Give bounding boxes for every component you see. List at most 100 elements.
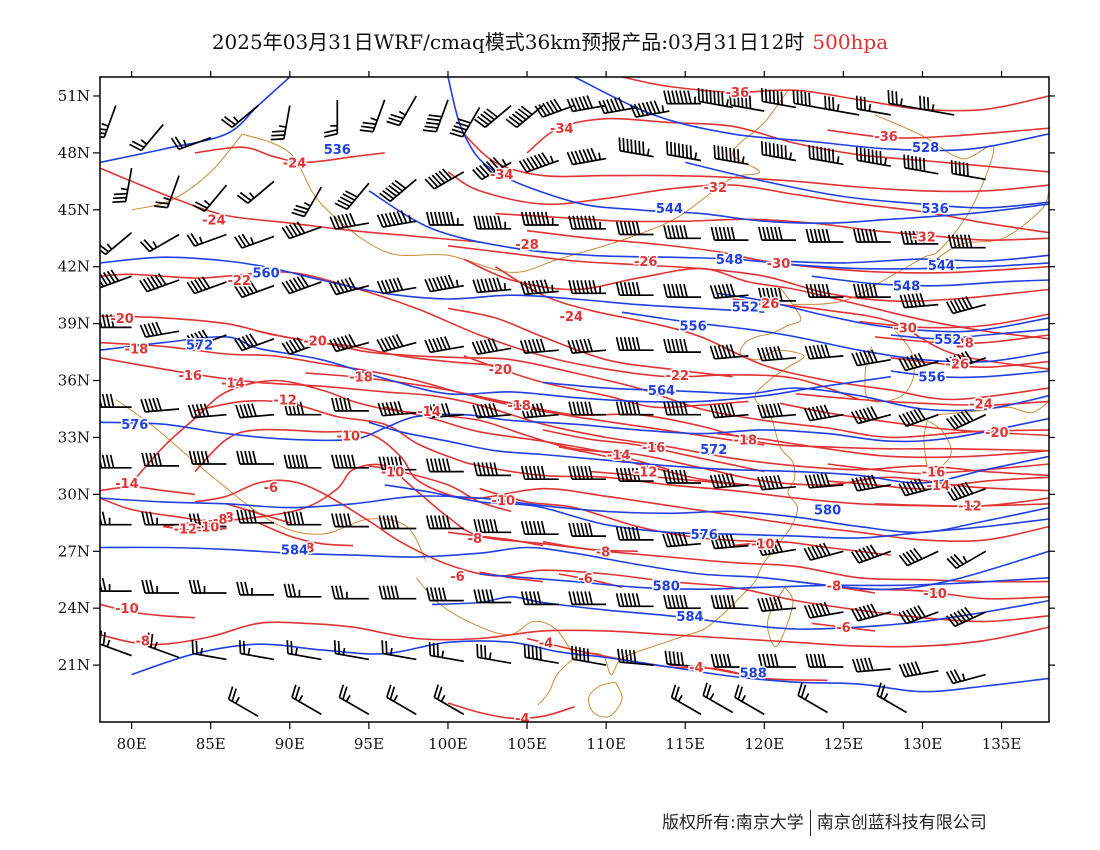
lat-tick-label: 51N: [58, 87, 90, 105]
temperature-contour-line: [479, 487, 765, 543]
temperature-contour-label: -6: [264, 481, 278, 496]
wind-barb: [376, 210, 417, 228]
height-contour-label: 576: [121, 418, 148, 433]
lat-tick-label: 30N: [58, 485, 90, 503]
wind-barb: [378, 585, 417, 600]
wind-barb: [710, 595, 749, 610]
wind-barb: [424, 168, 465, 190]
temperature-contour-label: -28: [515, 238, 539, 253]
temperature-contour-label: -12: [174, 523, 198, 538]
temperature-contour-line: [447, 702, 575, 720]
height-contour-label: 560: [253, 266, 280, 281]
wind-barb: [824, 95, 860, 116]
wind-barb: [702, 682, 734, 714]
map-frame: [99, 76, 1050, 723]
temperature-contour-label: -14: [115, 477, 139, 492]
temperature-contour-label: -18: [507, 399, 531, 414]
temperature-contour-label: -12: [273, 394, 297, 409]
lon-tick-label: 135E: [982, 735, 1022, 753]
temperature-contour-line: [621, 77, 1049, 112]
height-contour-label: 536: [922, 202, 949, 217]
wind-barb: [568, 466, 607, 481]
temperature-contour-line: [194, 146, 385, 164]
wind-barb: [850, 603, 892, 622]
wind-barb: [170, 136, 211, 151]
temperature-contour-line: [874, 503, 1049, 507]
height-contour-label: 572: [186, 339, 213, 354]
wind-barb: [898, 661, 939, 678]
temperature-contour-label: -28: [950, 337, 974, 352]
height-contour-line: [100, 546, 1049, 591]
wind-barb: [186, 276, 227, 295]
temperature-contour-label: -8: [219, 511, 233, 526]
temperature-contour-line: [811, 622, 876, 632]
height-contour-label: 564: [648, 384, 675, 399]
height-contour-line: [131, 640, 1049, 693]
wind-barb: [697, 88, 733, 109]
lon-tick-label: 130E: [903, 735, 943, 753]
wind-barb: [334, 182, 370, 211]
coastline-segment: [766, 587, 794, 648]
wind-barb: [945, 481, 986, 502]
temperature-contour-line: [463, 133, 1049, 193]
wind-barb: [381, 640, 417, 661]
temperature-contour-label: -14: [417, 405, 441, 420]
temperature-contour-label: -18: [734, 433, 758, 448]
wind-barb: [663, 225, 701, 240]
temperature-contour-line: [590, 470, 765, 488]
wind-barb: [663, 338, 701, 353]
height-contour-line: [368, 190, 1049, 270]
height-contour-label: 552: [934, 333, 961, 348]
lon-tick-label: 125E: [824, 735, 864, 753]
lat-tick-label: 42N: [58, 258, 90, 276]
temperature-contour-label: -10: [492, 494, 516, 509]
wind-barb: [376, 333, 417, 353]
wind-barb: [851, 349, 891, 367]
wind-barb: [663, 469, 701, 484]
wind-barb: [663, 595, 701, 610]
temperature-contour-label: -30: [767, 257, 791, 272]
height-contour-label: 580: [814, 504, 841, 519]
temperature-contour-line: [526, 117, 1049, 173]
wind-barb: [425, 458, 464, 473]
temperature-contour-line: [100, 603, 195, 619]
copyright-footer: 版权所有:南京大学 南京创蓝科技有限公司: [662, 808, 987, 836]
wind-barb: [792, 89, 828, 111]
wind-barb: [946, 606, 987, 628]
wind-barb: [850, 544, 892, 564]
wind-barb: [805, 283, 844, 298]
wind-barb: [139, 321, 180, 338]
height-contour-line: [100, 335, 891, 403]
lat-tick-label: 45N: [58, 201, 90, 219]
wind-barb: [186, 329, 227, 348]
wind-barb: [805, 228, 844, 243]
temperature-contour-label: -24: [283, 156, 307, 171]
temperature-contour-line: [257, 522, 354, 547]
temperature-contour-line: [827, 463, 1049, 475]
temperature-contour-label: -8: [213, 513, 227, 528]
temperature-contour-line: [874, 334, 1049, 345]
lon-tick-label: 105E: [507, 735, 547, 753]
wind-barb: [615, 593, 654, 608]
wind-barb: [709, 533, 749, 550]
temperature-contour-line: [732, 540, 891, 556]
wind-barb: [473, 589, 512, 604]
temperature-contour-label: -8: [827, 579, 841, 594]
wind-barb: [519, 279, 559, 296]
wind-barb: [629, 100, 670, 118]
wind-barb: [734, 684, 765, 716]
wind-barb: [851, 474, 891, 492]
wind-barb: [663, 283, 701, 298]
height-contour-label: 556: [918, 371, 945, 386]
wind-barb: [220, 104, 259, 128]
height-contour-line: [685, 161, 1049, 209]
geopotential-height-contours: [100, 77, 1049, 693]
wind-barb: [919, 95, 955, 116]
height-contour-label: 580: [653, 579, 680, 594]
wind-barb: [756, 539, 797, 557]
wind-barb: [945, 350, 986, 371]
wind-barb: [757, 402, 796, 419]
height-contour-line: [384, 484, 1049, 539]
wind-barb: [283, 511, 322, 526]
height-contour-line: [432, 595, 1049, 630]
